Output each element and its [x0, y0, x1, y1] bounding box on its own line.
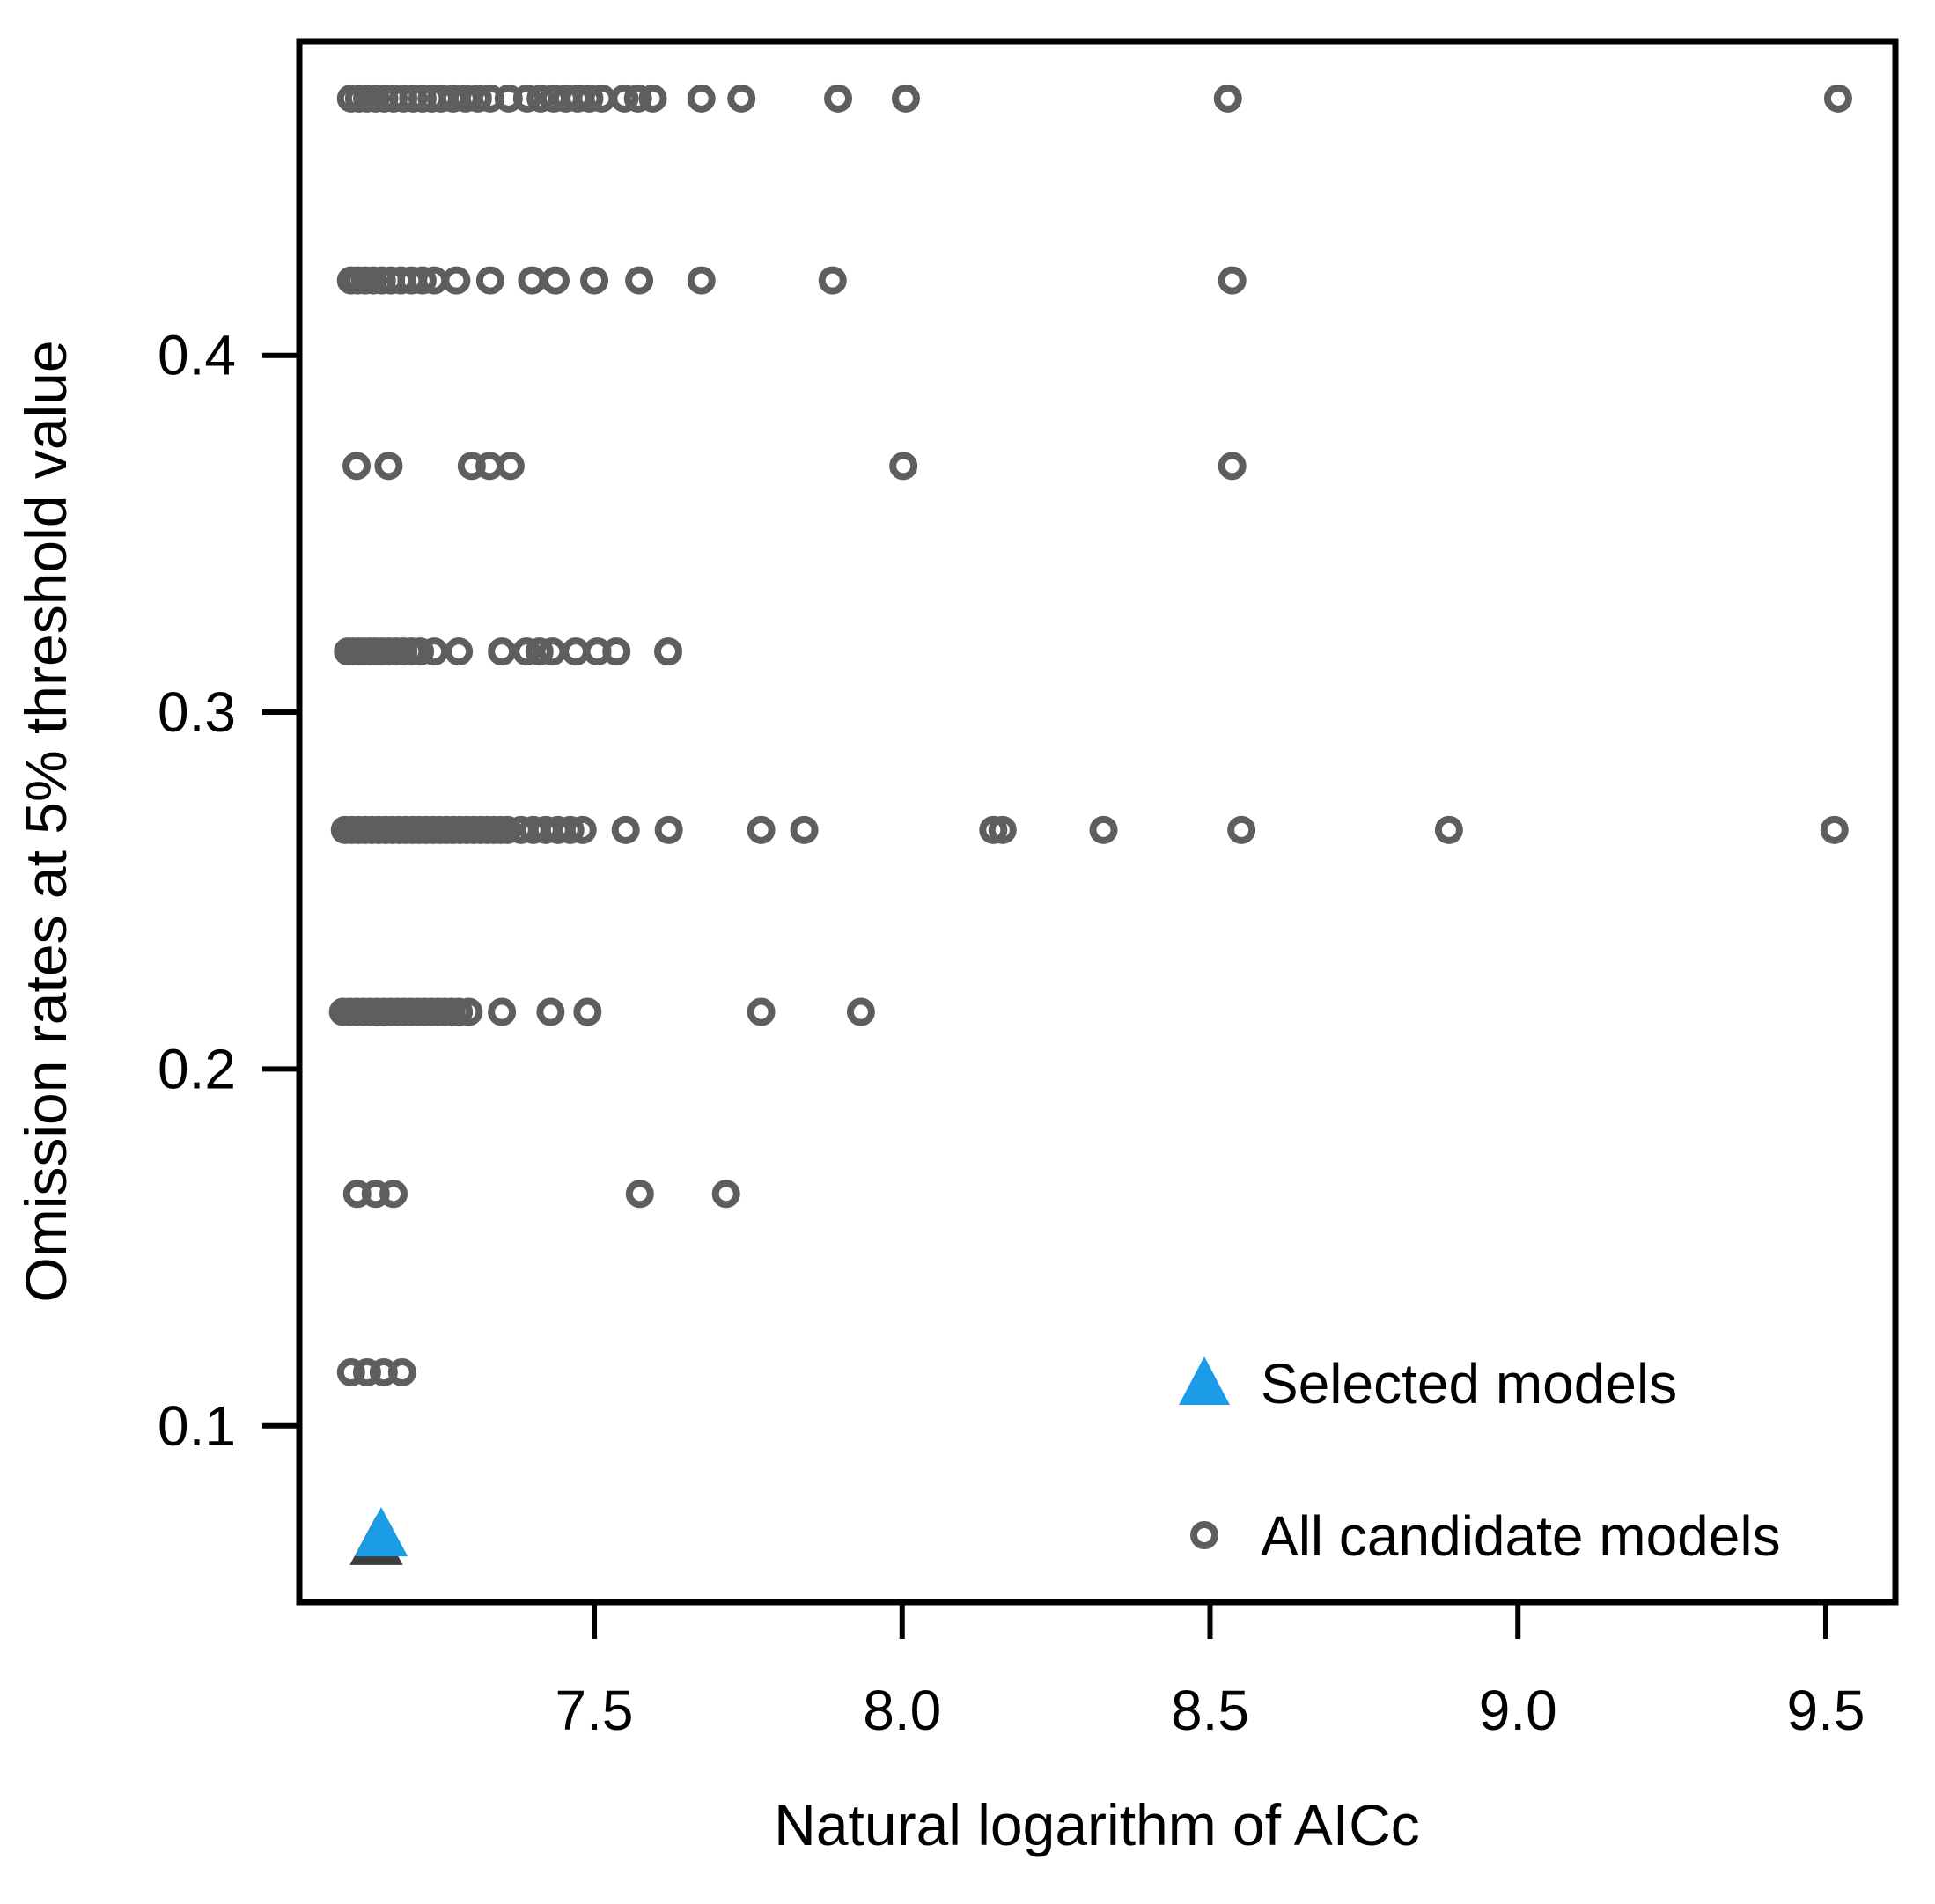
candidate-model-point — [336, 1357, 365, 1386]
candidate-model-point — [575, 84, 604, 113]
candidate-model-point — [1820, 815, 1849, 844]
candidate-model-point — [1218, 266, 1247, 295]
candidate-model-point — [342, 452, 372, 481]
data-points — [328, 84, 1852, 1565]
y-tick-label: 0.3 — [158, 680, 236, 744]
candidate-model-point — [818, 266, 847, 295]
candidate-model-point — [653, 637, 682, 666]
candidate-model-point — [541, 266, 570, 295]
candidate-model-point — [790, 815, 819, 844]
y-tick-label: 0.1 — [158, 1394, 236, 1458]
candidate-model-point — [1089, 815, 1118, 844]
y-axis-title: Omission rates at 5% threshold value — [13, 340, 78, 1302]
x-axis-title: Natural logarithm of AICc — [774, 1792, 1420, 1857]
candidate-model-point — [625, 1180, 654, 1209]
candidate-model-point — [1218, 452, 1247, 481]
legend: Selected models All candidate models — [1179, 1352, 1781, 1568]
x-tick-label: 7.5 — [555, 1679, 634, 1742]
candidate-model-point — [625, 266, 654, 295]
candidate-model-point — [408, 266, 437, 295]
candidate-model-point — [536, 997, 565, 1026]
candidate-model-point — [555, 815, 585, 844]
candidate-model-point — [463, 84, 492, 113]
candidate-model-point — [846, 997, 875, 1026]
candidate-model-point — [445, 997, 474, 1026]
candidate-model-point — [891, 84, 920, 113]
candidate-model-point — [611, 815, 640, 844]
candidate-model-point — [526, 84, 555, 113]
x-tick-label: 8.0 — [863, 1679, 941, 1742]
candidate-model-point — [1213, 84, 1242, 113]
candidate-model-point — [352, 1357, 381, 1386]
legend-label-candidates: All candidate models — [1261, 1504, 1781, 1568]
candidate-model-point — [573, 997, 602, 1026]
candidate-model-point — [475, 266, 504, 295]
candidate-model-point — [824, 84, 853, 113]
y-tick-label: 0.2 — [158, 1037, 236, 1100]
candidate-model-point — [518, 266, 547, 295]
candidate-model-point — [406, 637, 435, 666]
candidate-model-point — [1434, 815, 1463, 844]
candidate-model-point — [488, 997, 517, 1026]
candidate-model-point — [687, 266, 716, 295]
candidate-model-point — [512, 637, 541, 666]
candidate-model-point — [602, 637, 631, 666]
candidate-model-point — [1823, 84, 1852, 113]
candidate-model-point — [711, 1180, 740, 1209]
x-tick-label: 8.5 — [1171, 1679, 1249, 1742]
x-tick-label: 9.5 — [1786, 1679, 1865, 1742]
candidate-model-point — [454, 997, 483, 1026]
selected-model-point — [354, 1506, 408, 1557]
candidate-model-point — [379, 1180, 408, 1209]
x-tick-label: 9.0 — [1479, 1679, 1557, 1742]
legend-triangle-icon — [1179, 1356, 1230, 1405]
candidate-model-point — [512, 84, 541, 113]
axis-ticks: 7.5 8.0 8.5 9.0 9.5 0.1 0.2 0.3 0.4 — [158, 324, 1865, 1742]
legend-circle-icon — [1190, 1521, 1218, 1549]
candidate-model-point — [387, 1357, 416, 1386]
candidate-model-point — [445, 637, 474, 666]
candidate-model-point — [568, 815, 597, 844]
candidate-model-point — [525, 637, 554, 666]
candidate-model-point — [580, 266, 609, 295]
candidate-model-point — [747, 815, 776, 844]
plot-box — [296, 38, 1899, 1606]
candidate-model-point — [610, 84, 639, 113]
candidate-model-point — [374, 452, 403, 481]
legend-label-selected: Selected models — [1261, 1352, 1677, 1415]
candidate-model-point — [727, 84, 756, 113]
candidate-model-point — [889, 452, 918, 481]
candidate-model-point — [1227, 815, 1256, 844]
candidate-model-point — [638, 84, 667, 113]
candidate-model-point — [654, 815, 683, 844]
candidate-model-point — [420, 637, 449, 666]
candidate-model-point — [488, 637, 517, 666]
candidate-model-point — [493, 815, 522, 844]
candidate-model-point — [562, 637, 591, 666]
candidate-model-point — [747, 997, 776, 1026]
y-tick-label: 0.4 — [158, 324, 236, 387]
candidate-model-point — [988, 815, 1017, 844]
candidate-model-point — [442, 266, 471, 295]
candidate-model-point — [687, 84, 716, 113]
candidate-model-point — [496, 452, 525, 481]
candidate-model-point — [623, 84, 652, 113]
